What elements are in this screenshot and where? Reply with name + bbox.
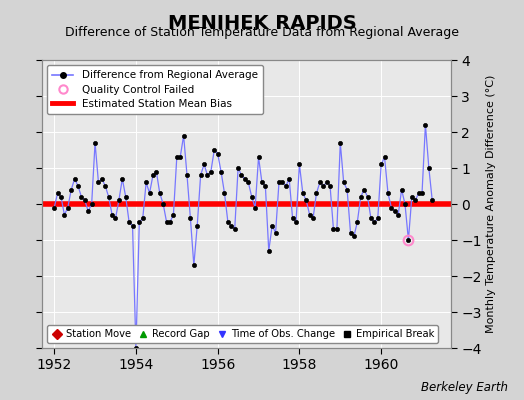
- Text: MENIHEK RAPIDS: MENIHEK RAPIDS: [168, 14, 356, 33]
- Legend: Station Move, Record Gap, Time of Obs. Change, Empirical Break: Station Move, Record Gap, Time of Obs. C…: [47, 325, 438, 343]
- Y-axis label: Monthly Temperature Anomaly Difference (°C): Monthly Temperature Anomaly Difference (…: [486, 75, 496, 333]
- Text: Berkeley Earth: Berkeley Earth: [421, 381, 508, 394]
- Text: Difference of Station Temperature Data from Regional Average: Difference of Station Temperature Data f…: [65, 26, 459, 39]
